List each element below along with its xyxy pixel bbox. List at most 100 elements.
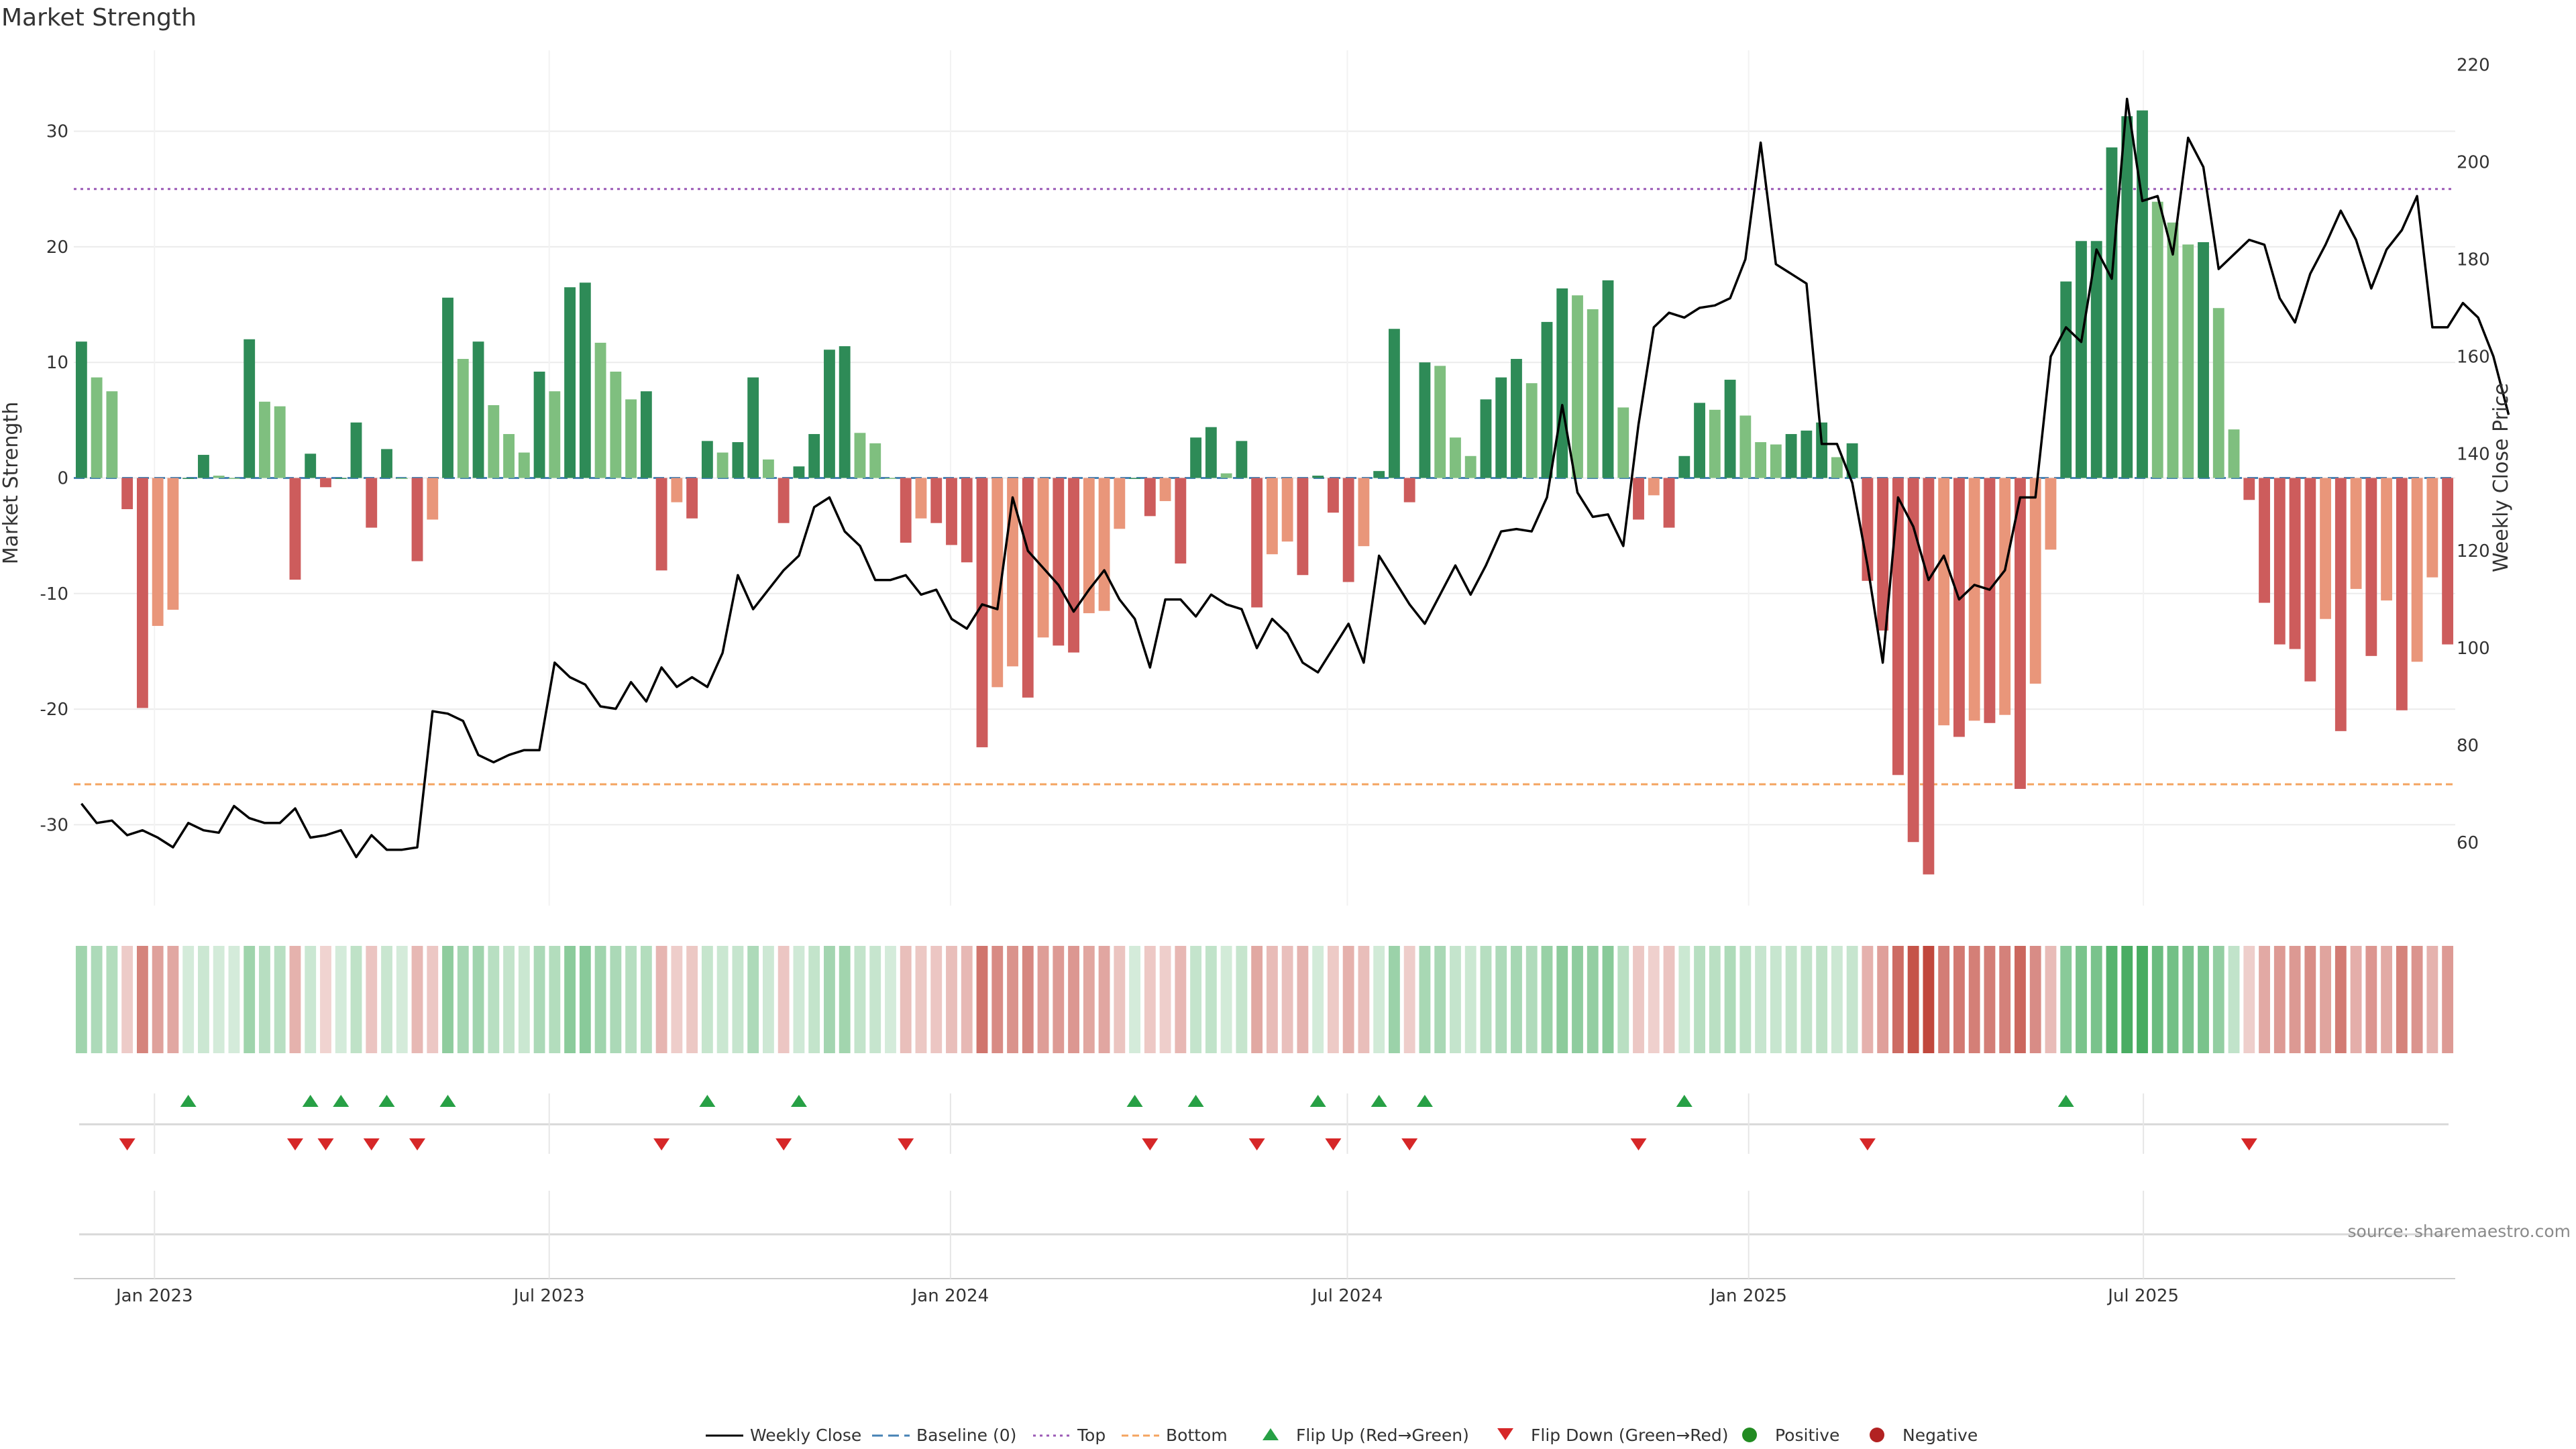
strength-bar bbox=[2334, 478, 2347, 731]
strength-bar bbox=[1297, 478, 1309, 576]
strength-bar bbox=[2259, 478, 2270, 603]
strength-bar bbox=[1342, 478, 1354, 582]
heat-cell bbox=[2182, 946, 2194, 1053]
strength-bar bbox=[1236, 441, 1248, 478]
strength-bar bbox=[2381, 478, 2393, 601]
strength-bar bbox=[1846, 443, 1858, 478]
strength-bar bbox=[1037, 478, 1049, 638]
heat-cell bbox=[1816, 946, 1828, 1053]
heat-cell bbox=[2137, 946, 2148, 1053]
heat-cell bbox=[1984, 946, 1996, 1053]
heat-cell bbox=[2015, 946, 2026, 1053]
heat-cell bbox=[274, 946, 286, 1053]
heat-cell bbox=[1923, 946, 1935, 1053]
heat-cell bbox=[213, 946, 225, 1053]
strength-bar bbox=[640, 391, 652, 478]
legend-item-negative: Negative bbox=[1870, 1426, 1978, 1445]
strength-bar bbox=[1648, 478, 1660, 496]
heat-cell bbox=[991, 946, 1004, 1053]
y-tick-right: 80 bbox=[2457, 736, 2479, 756]
y-tick-left: 30 bbox=[46, 122, 68, 142]
strength-bar bbox=[747, 377, 759, 478]
strength-bar bbox=[854, 433, 866, 478]
heat-cell bbox=[777, 946, 790, 1053]
strength-bar bbox=[1968, 478, 1980, 721]
flip-down-marker bbox=[1248, 1138, 1265, 1150]
flip-up-marker bbox=[378, 1095, 395, 1107]
strength-bar bbox=[1709, 409, 1721, 478]
strength-bar bbox=[1053, 478, 1065, 646]
legend-item-top: Top bbox=[1033, 1426, 1106, 1445]
heat-cell bbox=[961, 946, 973, 1053]
flip-down-marker bbox=[1325, 1138, 1342, 1150]
heat-cell bbox=[1556, 946, 1568, 1053]
y-tick-right: 160 bbox=[2457, 347, 2490, 367]
heat-cell bbox=[2396, 946, 2408, 1053]
heat-cell bbox=[1877, 946, 1889, 1053]
strength-bar bbox=[320, 478, 331, 488]
legend-item-flip-down: Flip Down (Green→Red) bbox=[1497, 1426, 1729, 1445]
strength-bar bbox=[1617, 407, 1629, 478]
x-tick-label: Jul 2025 bbox=[2106, 1286, 2179, 1306]
y-tick-right: 120 bbox=[2457, 541, 2490, 561]
heat-cell bbox=[1129, 946, 1140, 1053]
strength-bar bbox=[1495, 377, 1507, 478]
y-tick-right: 220 bbox=[2457, 56, 2490, 76]
strength-bar bbox=[1907, 478, 1919, 843]
heat-cell bbox=[824, 946, 835, 1053]
heat-cell bbox=[671, 946, 683, 1053]
heat-cell bbox=[2365, 946, 2377, 1053]
x-tick-label: Jan 2025 bbox=[1709, 1286, 1787, 1306]
legend-label: Baseline (0) bbox=[916, 1426, 1016, 1445]
heat-cell bbox=[2259, 946, 2270, 1053]
heat-cell bbox=[1297, 946, 1309, 1053]
strength-bars bbox=[75, 110, 2454, 875]
heat-cell bbox=[854, 946, 866, 1053]
heat-cell bbox=[350, 946, 362, 1053]
strength-bar bbox=[198, 455, 209, 478]
x-tick-label: Jul 2023 bbox=[513, 1286, 585, 1306]
heat-cell bbox=[1755, 946, 1767, 1053]
heat-cell bbox=[1205, 946, 1217, 1053]
strength-bar bbox=[976, 478, 988, 747]
strength-bar bbox=[885, 478, 896, 479]
heat-cell bbox=[900, 946, 912, 1053]
strength-bar bbox=[1389, 329, 1400, 478]
heat-cell bbox=[1831, 946, 1843, 1053]
heat-cell bbox=[503, 946, 515, 1053]
legend-label: Flip Down (Green→Red) bbox=[1531, 1426, 1729, 1445]
strength-bar bbox=[244, 339, 256, 478]
heat-cell bbox=[869, 946, 881, 1053]
heat-cell bbox=[244, 946, 256, 1053]
strength-bar bbox=[396, 478, 408, 479]
flip-up-marker bbox=[333, 1095, 350, 1107]
strength-bar bbox=[533, 371, 545, 478]
strength-bar bbox=[777, 478, 790, 523]
heat-cell bbox=[625, 946, 637, 1053]
heat-cell bbox=[1053, 946, 1065, 1053]
strength-bar bbox=[1801, 430, 1813, 478]
heat-cell bbox=[488, 946, 500, 1053]
strength-bar bbox=[2106, 147, 2118, 478]
strength-bar bbox=[732, 442, 744, 478]
heat-cell bbox=[2029, 946, 2041, 1053]
strength-bar bbox=[1572, 295, 1583, 478]
strength-bar bbox=[594, 342, 606, 478]
strength-bar bbox=[824, 350, 835, 478]
heat-cell bbox=[1999, 946, 2011, 1053]
heat-cell bbox=[472, 946, 484, 1053]
heat-cell bbox=[106, 946, 118, 1053]
strength-bar bbox=[793, 466, 805, 478]
heat-cell bbox=[1770, 946, 1782, 1053]
y-tick-left: -10 bbox=[40, 584, 68, 604]
heat-cell bbox=[808, 946, 820, 1053]
heat-cell bbox=[1709, 946, 1721, 1053]
heat-cell bbox=[182, 946, 195, 1053]
heat-cell bbox=[2304, 946, 2316, 1053]
heat-cell bbox=[2350, 946, 2362, 1053]
heat-cell bbox=[2320, 946, 2331, 1053]
heat-cell bbox=[1175, 946, 1187, 1053]
heat-cell bbox=[793, 946, 805, 1053]
strength-bar bbox=[1877, 478, 1889, 631]
legend-label: Weekly Close bbox=[750, 1426, 861, 1445]
